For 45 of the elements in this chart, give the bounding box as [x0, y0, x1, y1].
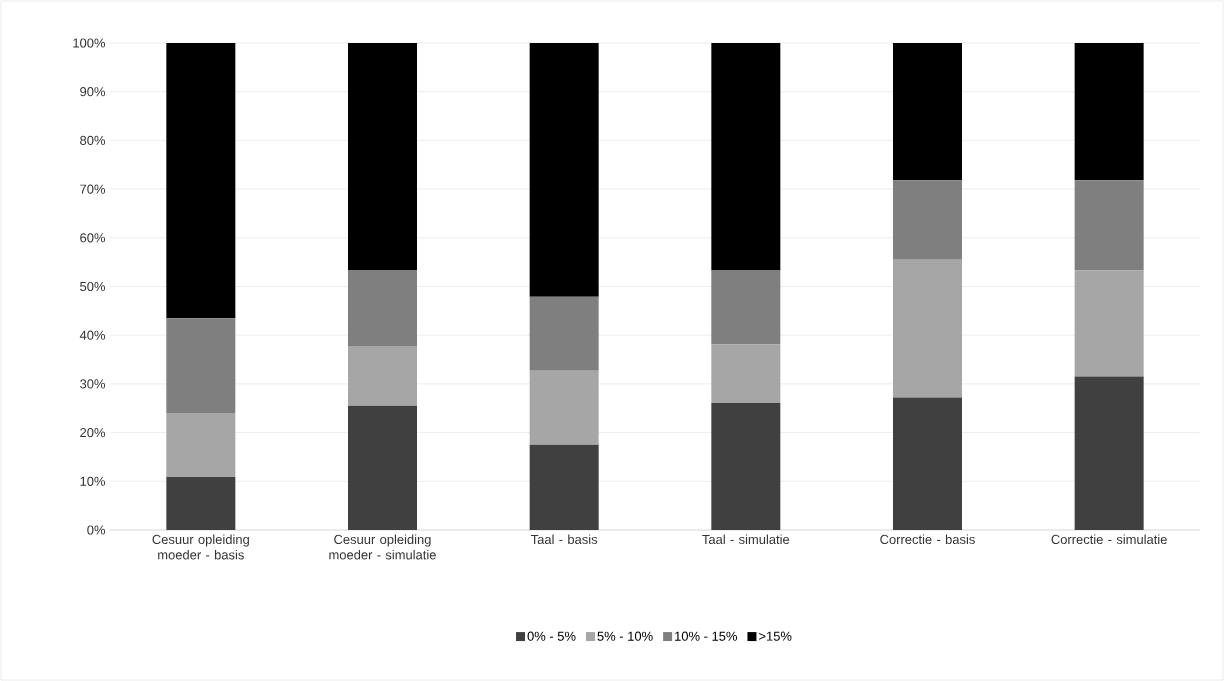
legend-label: >15% — [759, 631, 792, 641]
bar — [529, 370, 599, 445]
bar — [529, 296, 599, 371]
bar — [711, 402, 781, 530]
bar — [1074, 376, 1144, 530]
bar — [166, 413, 236, 477]
y-tick-label: 80% — [80, 135, 106, 145]
bar — [348, 345, 417, 406]
legend-label: 0% - 5% — [527, 631, 576, 641]
y-tick-label: 30% — [80, 379, 106, 389]
bar — [892, 259, 962, 398]
bar — [348, 42, 417, 271]
bar — [166, 42, 236, 319]
bar — [1074, 42, 1144, 181]
bar — [348, 270, 417, 346]
bar — [711, 344, 781, 403]
bar — [892, 180, 962, 260]
y-tick-label: 60% — [80, 233, 106, 243]
bar — [529, 444, 599, 530]
x-tick-label: Correctie - simulatie — [1051, 534, 1167, 545]
y-tick-label: 40% — [79, 330, 106, 340]
y-tick-label: 70% — [80, 184, 106, 194]
y-tick-label: 10% — [80, 476, 106, 486]
y-tick-label: 100% — [73, 38, 106, 48]
bar — [166, 318, 236, 414]
x-tick-label: Correctie - basis — [880, 534, 975, 545]
y-tick-label: 0% — [87, 525, 106, 535]
x-tick-label: Cesuur opleiding moeder - simulatie — [329, 534, 436, 560]
x-tick-label: Taal - basis — [530, 534, 598, 545]
y-tick-label: 20% — [80, 428, 106, 438]
legend-label: 5% - 10% — [597, 631, 653, 641]
y-tick-label: 50% — [80, 281, 106, 292]
bar — [892, 397, 962, 530]
legend-label: 10% - 15% — [675, 631, 737, 641]
x-tick-label: Cesuur opleiding moeder - basis — [152, 534, 249, 560]
y-tick-label: 90% — [80, 87, 106, 97]
bar — [348, 405, 417, 530]
x-tick-label: Taal - simulatie — [702, 534, 790, 545]
bar — [529, 42, 599, 297]
bar — [892, 42, 962, 181]
bar — [711, 270, 781, 345]
bar — [1074, 180, 1144, 271]
bar — [1074, 270, 1144, 377]
bar — [166, 476, 236, 530]
bar — [711, 42, 781, 271]
